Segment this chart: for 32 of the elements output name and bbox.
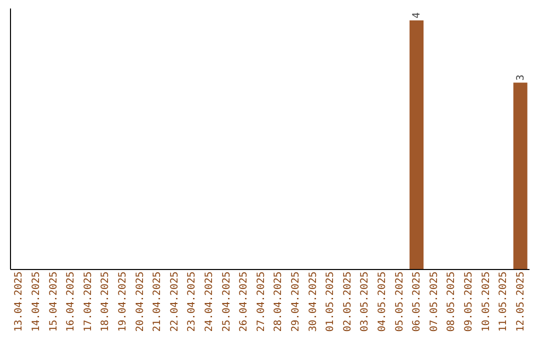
x-tick-label: 30.04.2025 [308, 272, 319, 332]
x-tick-label: 02.05.2025 [342, 272, 354, 332]
x-tick-label: 08.05.2025 [446, 272, 458, 332]
x-tick-label: 21.04.2025 [152, 272, 164, 332]
x-tick-label: 09.05.2025 [463, 272, 474, 332]
x-tick-label: 13.04.2025 [14, 272, 25, 332]
x-tick-label: 12.05.2025 [515, 272, 526, 332]
x-tick-label: 26.04.2025 [238, 272, 250, 332]
x-tick-label: 27.04.2025 [256, 272, 267, 332]
x-tick-label: 28.04.2025 [273, 272, 284, 332]
data-label: 3 [515, 74, 526, 81]
x-tick-label: 25.04.2025 [221, 272, 232, 332]
x-tick-label: 17.04.2025 [82, 272, 94, 332]
data-label: 4 [412, 12, 423, 18]
x-tick-label: 29.04.2025 [290, 272, 302, 332]
x-tick-label: 07.05.2025 [428, 272, 440, 332]
x-tick-label: 04.05.2025 [376, 272, 388, 332]
x-tick-label: 23.04.2025 [186, 272, 198, 332]
x-tick-label: 06.05.2025 [412, 272, 423, 332]
x-tick-label: 19.04.2025 [117, 272, 128, 332]
x-tick-label: 22.04.2025 [169, 272, 180, 332]
x-tick-label: 01.05.2025 [325, 272, 336, 332]
x-tick-label: 11.05.2025 [498, 272, 510, 332]
x-tick-label: 24.04.2025 [204, 272, 215, 332]
x-tick-label: 15.04.2025 [48, 272, 60, 332]
x-tick-label: 14.04.2025 [30, 272, 42, 332]
x-tick-label: 05.05.2025 [394, 272, 406, 332]
x-tick-label: 10.05.2025 [480, 272, 492, 332]
x-tick-label: 16.04.2025 [66, 272, 77, 332]
x-tick-label: 03.05.2025 [360, 272, 371, 332]
x-tick-label: 18.04.2025 [100, 272, 112, 332]
x-tick-label: 20.04.2025 [134, 272, 146, 332]
